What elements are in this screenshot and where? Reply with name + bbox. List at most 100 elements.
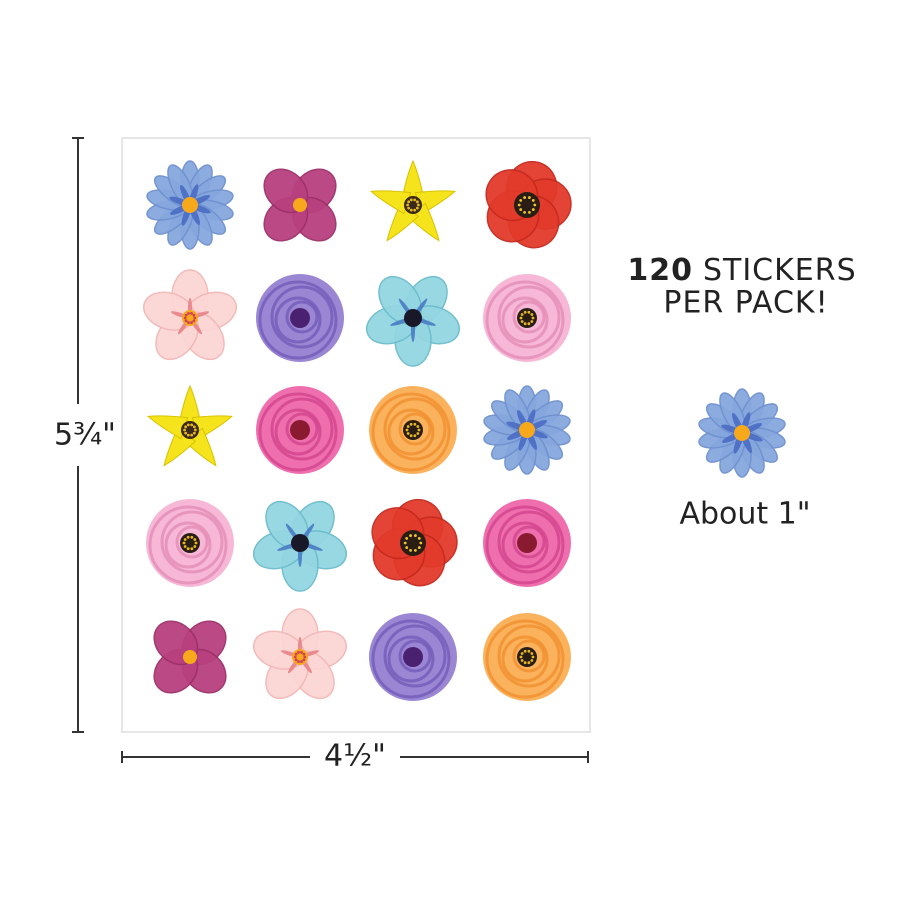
stamen [184, 425, 188, 429]
stamen [300, 651, 303, 654]
flower-sticker [146, 160, 234, 250]
rose-swirl [398, 639, 432, 673]
stamen [294, 658, 298, 662]
stamen [193, 538, 197, 541]
stamen [530, 320, 534, 323]
flower-center [517, 647, 537, 667]
stamen [417, 203, 420, 207]
stamen [409, 422, 413, 426]
stamen [190, 433, 194, 437]
stamen [416, 432, 420, 435]
flower-sticker [142, 269, 238, 361]
flower-sticker [263, 168, 337, 242]
stamen [523, 196, 526, 199]
rose-swirl [497, 510, 561, 574]
stamen [527, 649, 531, 653]
petal [401, 159, 425, 200]
stamen [186, 423, 190, 427]
stamen [406, 425, 410, 428]
stamen [297, 651, 300, 654]
flower-center [403, 420, 423, 440]
stamen [405, 428, 409, 432]
flower-sticker [146, 384, 234, 467]
flower-sticker [153, 620, 227, 694]
stamen [519, 208, 523, 211]
stamen [417, 546, 421, 549]
width-dimension [121, 751, 589, 763]
rose-swirl [512, 300, 546, 334]
stamen [293, 655, 297, 659]
rose-swirl [512, 639, 546, 673]
flower-sticker [485, 160, 572, 249]
stamen [523, 211, 526, 214]
stamen [523, 322, 527, 326]
rose-swirl [371, 392, 451, 472]
stamen [192, 431, 196, 435]
flower-center [293, 198, 307, 212]
stamen [520, 313, 524, 316]
stamen [190, 535, 194, 539]
stamen [520, 652, 524, 655]
stamen [409, 198, 413, 202]
petal [369, 190, 412, 215]
flower-sticker [252, 608, 348, 700]
stamen [417, 428, 421, 432]
flower-sticker [256, 386, 344, 474]
flower-center [517, 533, 537, 553]
stamen [527, 661, 531, 665]
stamen [523, 649, 527, 653]
rose-swirl [501, 635, 549, 683]
stamen [190, 547, 194, 551]
stamen [184, 431, 188, 435]
flower-sticker [369, 613, 457, 701]
rose-swirl [285, 412, 319, 446]
flower-center [183, 650, 197, 664]
stamen [405, 546, 409, 549]
rose-swirl [387, 635, 435, 683]
flower-center [290, 308, 310, 328]
rose-swirl [258, 280, 338, 360]
count: 120 [627, 253, 693, 288]
stamen [184, 313, 188, 317]
flower-center [291, 534, 309, 552]
rose-swirl [383, 397, 447, 461]
stamen [183, 538, 187, 541]
stamen [406, 203, 409, 207]
flower-sticker [252, 500, 348, 592]
stamen [192, 425, 196, 429]
stamen [527, 310, 531, 314]
stamen [187, 321, 190, 324]
stamen [528, 196, 531, 199]
stamen [531, 208, 535, 211]
stamen [419, 541, 423, 545]
flower-center [180, 533, 200, 553]
stamen [414, 549, 417, 552]
stamen [193, 316, 197, 320]
rose-swirl [371, 619, 451, 699]
stamen [184, 319, 188, 323]
stamen [530, 652, 534, 655]
stamen [186, 535, 190, 539]
flower-sticker [698, 388, 786, 478]
stamen [519, 655, 523, 659]
stamen [183, 545, 187, 548]
stamen [194, 428, 197, 432]
stamen [183, 316, 187, 320]
flower-sticker [146, 499, 234, 587]
stamen [190, 321, 193, 324]
flower-center [290, 420, 310, 440]
stamen [186, 547, 190, 551]
flowers [142, 159, 786, 701]
stamen [183, 428, 186, 432]
stamen [182, 541, 186, 545]
stamen [302, 658, 306, 662]
stamen [409, 434, 413, 438]
rose-swirl [285, 300, 319, 334]
stamen [192, 313, 196, 317]
stamen [409, 208, 413, 212]
stamen [531, 655, 535, 659]
rose-swirl [398, 412, 432, 446]
stamen [530, 659, 534, 662]
rose-swirl [160, 510, 224, 574]
